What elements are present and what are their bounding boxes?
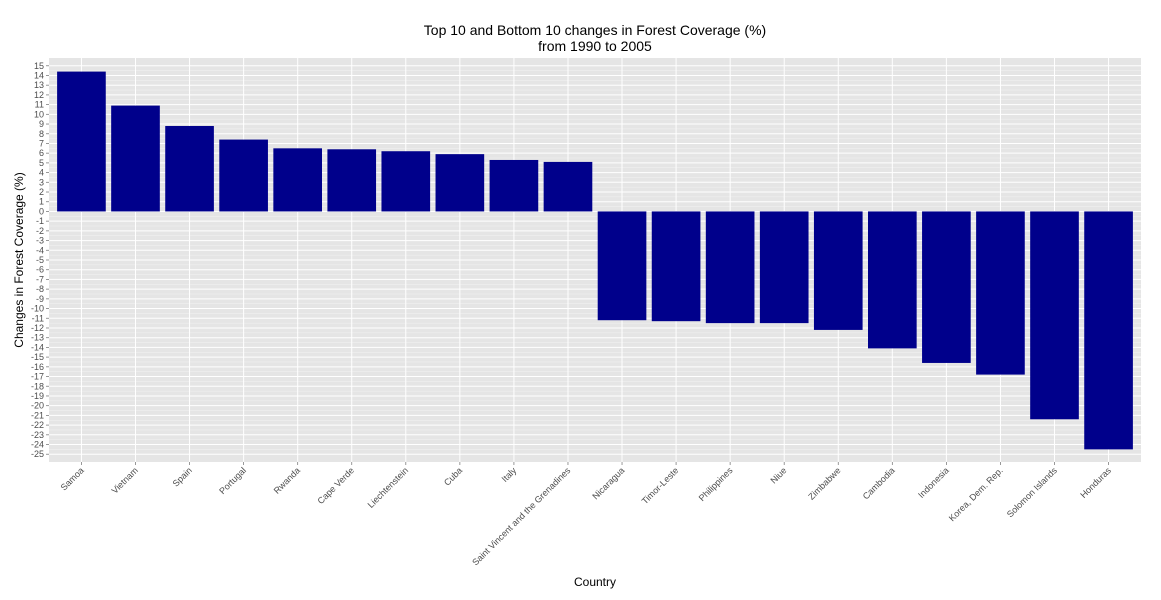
y-tick-label: -5 bbox=[36, 255, 44, 265]
bar-cambodia bbox=[868, 211, 917, 349]
y-tick-label: -17 bbox=[31, 372, 44, 382]
y-tick-label: 12 bbox=[34, 90, 44, 100]
x-tick-label: Cambodia bbox=[861, 465, 897, 501]
x-tick-label: Portugal bbox=[217, 465, 248, 496]
x-tick-label: Zimbabwe bbox=[806, 465, 842, 501]
y-tick-label: -2 bbox=[36, 226, 44, 236]
bar-solomon-islands bbox=[1030, 211, 1079, 420]
y-tick-label: 7 bbox=[39, 138, 44, 148]
bar-nicaragua bbox=[597, 211, 647, 321]
x-tick-label: Cuba bbox=[442, 465, 464, 487]
y-tick-label: -7 bbox=[36, 274, 44, 284]
bar-saint-vincent-and-the-grenadines bbox=[543, 161, 593, 212]
bar-cuba bbox=[435, 154, 485, 212]
y-tick-label: -4 bbox=[36, 245, 44, 255]
y-tick-label: -24 bbox=[31, 440, 44, 450]
bars bbox=[57, 71, 1133, 450]
x-tick-label: Korea, Dem. Rep. bbox=[947, 465, 1005, 523]
y-tick-label: -12 bbox=[31, 323, 44, 333]
bar-zimbabwe bbox=[813, 211, 863, 330]
x-tick-label: Solomon Islands bbox=[1005, 465, 1059, 519]
bar-liechtenstein bbox=[381, 151, 431, 212]
y-tick-label: 0 bbox=[39, 206, 44, 216]
bar-indonesia bbox=[922, 211, 971, 363]
y-tick-label: -1 bbox=[36, 216, 44, 226]
y-tick-label: 10 bbox=[34, 109, 44, 119]
y-tick-label: -14 bbox=[31, 342, 44, 352]
y-tick-label: 9 bbox=[39, 119, 44, 129]
x-tick-label: Nicaragua bbox=[590, 465, 626, 501]
y-tick-label: -21 bbox=[31, 410, 44, 420]
y-tick-label: 14 bbox=[34, 70, 44, 80]
bar-timor-leste bbox=[651, 211, 701, 322]
y-tick-label: -8 bbox=[36, 284, 44, 294]
x-tick-label: Honduras bbox=[1078, 465, 1113, 500]
bar-samoa bbox=[57, 71, 106, 212]
y-tick-label: 8 bbox=[39, 129, 44, 139]
chart-title: Top 10 and Bottom 10 changes in Forest C… bbox=[424, 22, 766, 38]
x-tick-label: Rwanda bbox=[272, 465, 302, 495]
x-tick-label: Liechtenstein bbox=[366, 465, 411, 510]
y-tick-label: -25 bbox=[31, 449, 44, 459]
y-tick-label: -3 bbox=[36, 236, 44, 246]
y-axis-ticks: -25-24-23-22-21-20-19-18-17-16-15-14-13-… bbox=[31, 61, 49, 459]
y-tick-label: -13 bbox=[31, 333, 44, 343]
bar-niue bbox=[759, 211, 809, 324]
y-tick-label: -15 bbox=[31, 352, 44, 362]
y-tick-label: 2 bbox=[39, 187, 44, 197]
y-tick-label: -23 bbox=[31, 430, 44, 440]
y-tick-label: -18 bbox=[31, 381, 44, 391]
bar-italy bbox=[489, 159, 539, 212]
y-tick-label: 11 bbox=[35, 100, 44, 110]
x-tick-label: Samoa bbox=[59, 465, 86, 492]
y-tick-label: -6 bbox=[36, 265, 44, 275]
y-tick-label: 1 bbox=[39, 197, 44, 207]
x-tick-label: Spain bbox=[171, 465, 194, 488]
x-tick-label: Italy bbox=[500, 465, 519, 484]
x-tick-label: Saint Vincent and the Grenadines bbox=[470, 465, 572, 567]
chart-subtitle: from 1990 to 2005 bbox=[538, 38, 652, 54]
y-tick-label: 3 bbox=[39, 177, 44, 187]
y-tick-label: -9 bbox=[36, 294, 44, 304]
y-tick-label: -10 bbox=[31, 304, 44, 314]
y-tick-label: 6 bbox=[39, 148, 44, 158]
x-tick-label: Vietnam bbox=[110, 465, 140, 495]
y-tick-label: 4 bbox=[39, 168, 44, 178]
bar-spain bbox=[165, 125, 214, 212]
x-tick-label: Timor-Leste bbox=[640, 465, 681, 506]
x-tick-label: Cape Verde bbox=[315, 465, 356, 506]
x-tick-label: Philippines bbox=[697, 465, 735, 503]
y-tick-label: -16 bbox=[31, 362, 44, 372]
y-tick-label: -11 bbox=[32, 313, 44, 323]
y-tick-label: 5 bbox=[39, 158, 44, 168]
bar-honduras bbox=[1084, 211, 1133, 450]
y-axis-title: Changes in Forest Coverage (%) bbox=[12, 172, 26, 347]
x-axis-ticks: Samoa Vietnam Spain Portugal Rwanda Cape Verd… bbox=[59, 462, 1113, 567]
bar-rwanda bbox=[273, 148, 322, 212]
x-tick-label: Niue bbox=[768, 465, 788, 485]
x-tick-label: Indonesia bbox=[916, 465, 951, 500]
bar-cape-verde bbox=[327, 149, 377, 212]
y-tick-label: -22 bbox=[31, 420, 44, 430]
y-tick-label: 13 bbox=[34, 80, 44, 90]
bar-vietnam bbox=[111, 105, 160, 212]
x-axis-title: Country bbox=[574, 575, 616, 589]
y-tick-label: -20 bbox=[31, 401, 44, 411]
bar-korea-dem-rep- bbox=[976, 211, 1025, 375]
y-tick-label: 15 bbox=[34, 61, 44, 71]
bar-philippines bbox=[705, 211, 755, 324]
bar-portugal bbox=[219, 139, 268, 212]
y-tick-label: -19 bbox=[31, 391, 44, 401]
